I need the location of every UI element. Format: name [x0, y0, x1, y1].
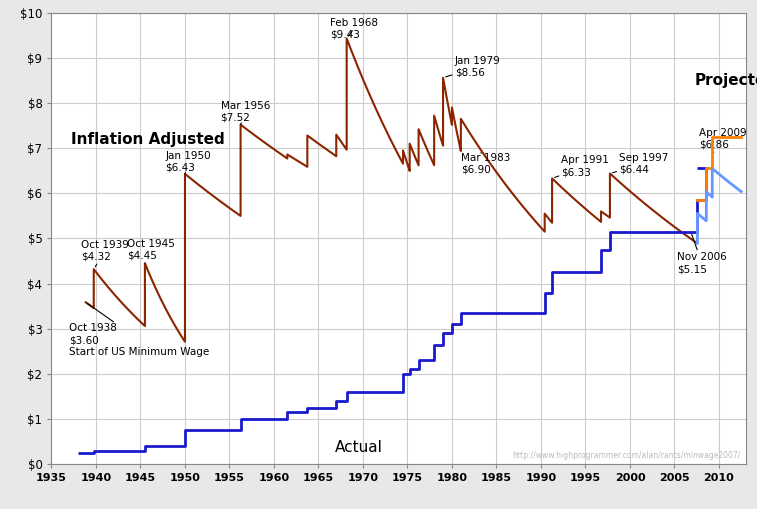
- Text: Apr 2009
$6.86: Apr 2009 $6.86: [699, 128, 747, 152]
- Text: Projected: Projected: [695, 73, 757, 88]
- Text: Actual: Actual: [335, 440, 382, 455]
- Text: Sep 1997
$6.44: Sep 1997 $6.44: [612, 153, 668, 175]
- Text: Oct 1938
$3.60
Start of US Minimum Wage: Oct 1938 $3.60 Start of US Minimum Wage: [70, 303, 210, 357]
- Text: Mar 1983
$6.90: Mar 1983 $6.90: [461, 153, 510, 175]
- Text: http://www.highprogrammer.com/alan/rants/minwage2007/: http://www.highprogrammer.com/alan/rants…: [512, 450, 740, 460]
- Text: Inflation Adjusted: Inflation Adjusted: [71, 132, 225, 147]
- Text: Jan 1979
$8.56: Jan 1979 $8.56: [446, 56, 500, 78]
- Text: Oct 1945
$4.45: Oct 1945 $4.45: [127, 239, 175, 263]
- Text: Apr 1991
$6.33: Apr 1991 $6.33: [555, 155, 609, 178]
- Text: Oct 1939
$4.32: Oct 1939 $4.32: [81, 240, 129, 267]
- Text: Mar 1956
$7.52: Mar 1956 $7.52: [220, 101, 270, 125]
- Text: Jan 1950
$6.43: Jan 1950 $6.43: [165, 151, 211, 174]
- Text: Feb 1968
$9.43: Feb 1968 $9.43: [330, 18, 378, 39]
- Text: Nov 2006
$5.15: Nov 2006 $5.15: [677, 234, 727, 274]
